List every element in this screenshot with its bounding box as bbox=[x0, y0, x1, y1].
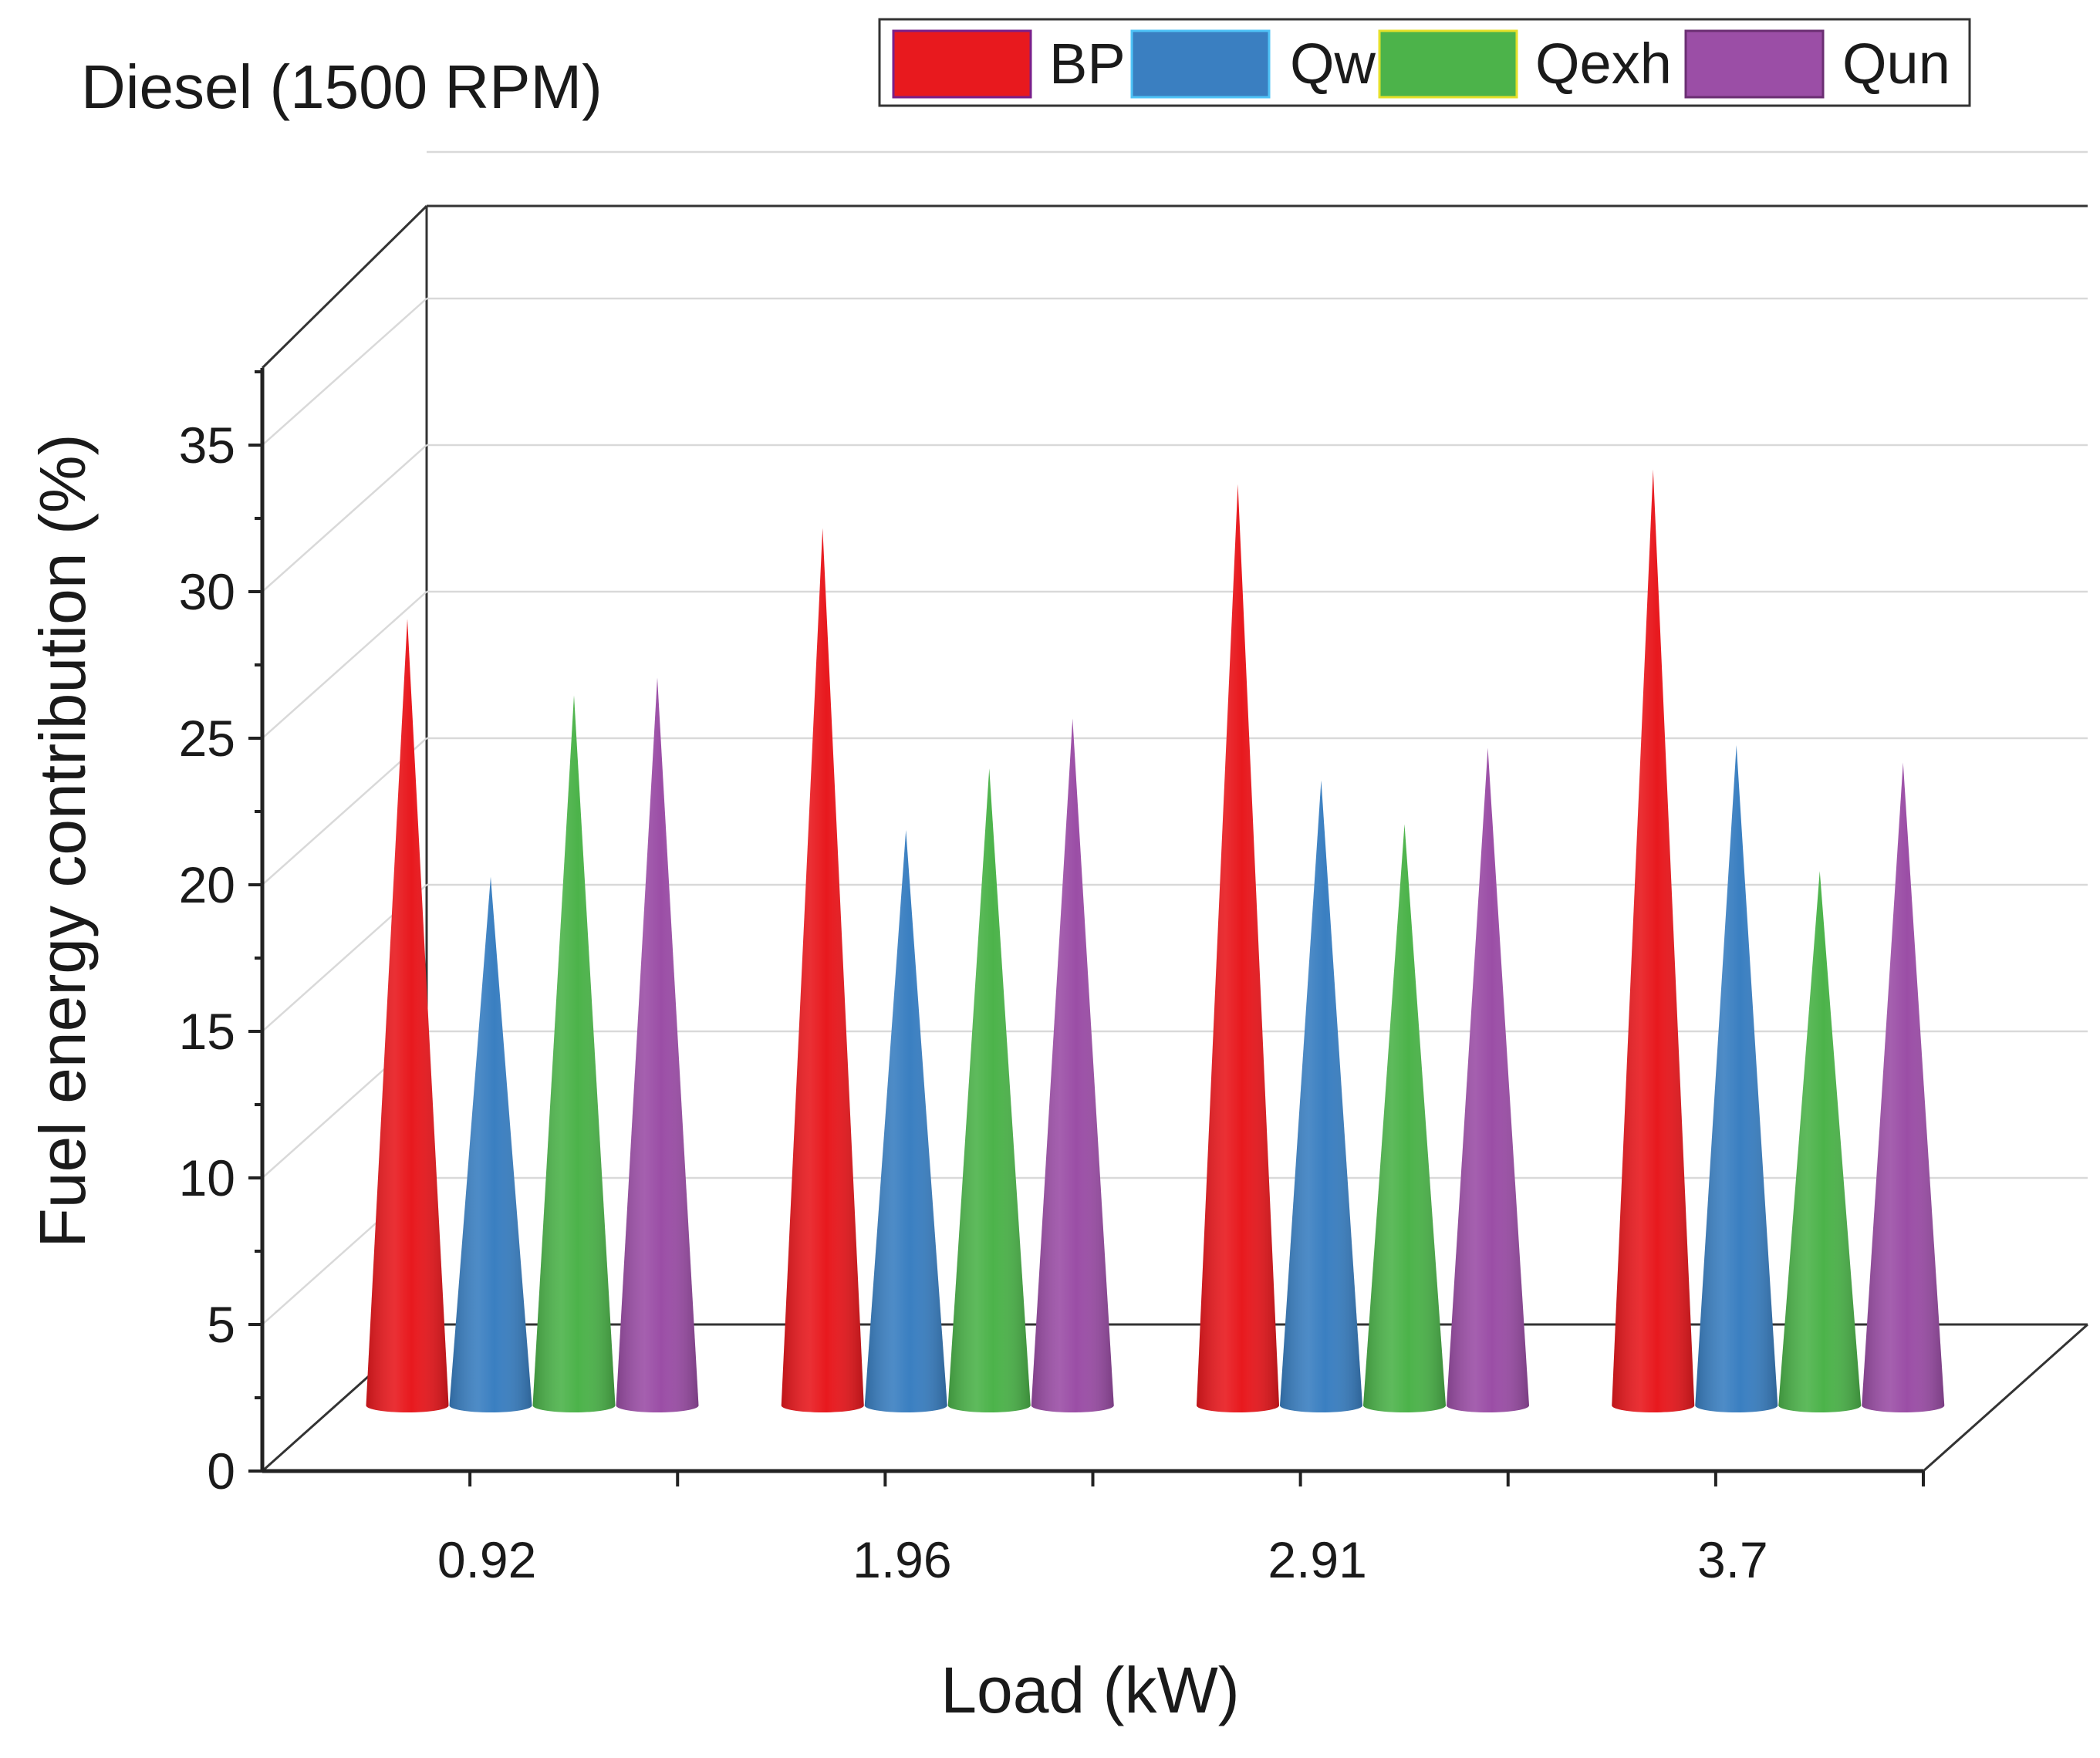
gridline-side-30 bbox=[262, 444, 427, 592]
y-tick-label: 15 bbox=[179, 1003, 235, 1060]
cone-Qun-0.92 bbox=[616, 677, 699, 1412]
cone-shading bbox=[1862, 762, 1945, 1412]
cone-shading bbox=[616, 677, 699, 1412]
y-tick-label: 30 bbox=[179, 563, 235, 620]
cone-BP-1.96 bbox=[781, 528, 864, 1412]
cones bbox=[366, 469, 1945, 1412]
legend-label-Qexh: Qexh bbox=[1535, 32, 1672, 96]
gridline-side-25 bbox=[262, 591, 427, 739]
legend-label-BP: BP bbox=[1049, 32, 1126, 96]
x-tick-label: 0.92 bbox=[437, 1531, 536, 1588]
cone-shading bbox=[1031, 718, 1114, 1412]
cone-BP-2.91 bbox=[1197, 484, 1279, 1412]
cone-shading bbox=[1363, 824, 1446, 1412]
x-tick-label: 1.96 bbox=[852, 1531, 951, 1588]
cone-shading bbox=[1695, 744, 1778, 1412]
legend-label-Qw: Qw bbox=[1290, 32, 1376, 96]
gridline-side-20 bbox=[262, 737, 427, 886]
y-axis-title: Fuel energy contribution (%) bbox=[26, 434, 99, 1247]
cone-Qexh-2.91 bbox=[1363, 824, 1446, 1412]
legend-label-Qun: Qun bbox=[1842, 32, 1950, 96]
cone-shading bbox=[1612, 469, 1695, 1412]
cone-BP-0.92 bbox=[366, 619, 449, 1412]
cone-Qun-1.96 bbox=[1031, 718, 1114, 1412]
y-tick-label: 35 bbox=[179, 417, 235, 474]
axes: 0 5 10 15 20 25 30 35 0.92 1.96 2.91 3.7 bbox=[179, 368, 1925, 1588]
legend: BP Qw Qexh Qun bbox=[878, 18, 1971, 107]
y-tick-label: 0 bbox=[207, 1443, 235, 1500]
cone-shading bbox=[947, 768, 1031, 1412]
x-axis-title: Load (kW) bbox=[940, 1654, 1239, 1726]
legend-swatch-Qun bbox=[1684, 29, 1825, 99]
cone-shading bbox=[1447, 747, 1529, 1412]
cone-Qw-1.96 bbox=[864, 830, 947, 1412]
legend-swatch-Qexh bbox=[1378, 29, 1518, 99]
cone-shading bbox=[532, 695, 616, 1412]
cone-shading bbox=[1280, 780, 1362, 1412]
cone-shading bbox=[781, 528, 864, 1412]
cone-Qexh-0.92 bbox=[532, 695, 616, 1412]
floor-right-edge bbox=[1923, 1323, 2088, 1473]
cone-Qun-3.7 bbox=[1862, 762, 1945, 1412]
cone-Qexh-1.96 bbox=[947, 768, 1031, 1412]
cone-Qun-2.91 bbox=[1447, 747, 1529, 1412]
y-tick-label: 10 bbox=[179, 1149, 235, 1206]
x-tick-label: 3.7 bbox=[1697, 1531, 1768, 1588]
side-wall-top-edge bbox=[261, 204, 428, 369]
y-tick-label: 25 bbox=[179, 710, 235, 767]
cone-Qw-2.91 bbox=[1280, 780, 1362, 1412]
cone-shading bbox=[1197, 484, 1279, 1412]
y-tick-label: 20 bbox=[179, 856, 235, 913]
cone-Qw-0.92 bbox=[449, 876, 532, 1412]
cone-Qexh-3.7 bbox=[1778, 871, 1862, 1412]
cone-Qw-3.7 bbox=[1695, 744, 1778, 1412]
cone-shading bbox=[366, 619, 449, 1412]
cone-shading bbox=[1778, 871, 1862, 1412]
y-tick-label: 5 bbox=[207, 1296, 235, 1353]
x-tick-label: 2.91 bbox=[1268, 1531, 1366, 1588]
cone-shading bbox=[449, 876, 532, 1412]
cone-BP-3.7 bbox=[1612, 469, 1695, 1412]
chart-title: Diesel (1500 RPM) bbox=[81, 52, 603, 121]
gridline-side-35 bbox=[262, 298, 427, 446]
cone-shading bbox=[864, 830, 947, 1412]
legend-swatch-BP bbox=[892, 29, 1032, 99]
legend-swatch-Qw bbox=[1130, 29, 1271, 99]
